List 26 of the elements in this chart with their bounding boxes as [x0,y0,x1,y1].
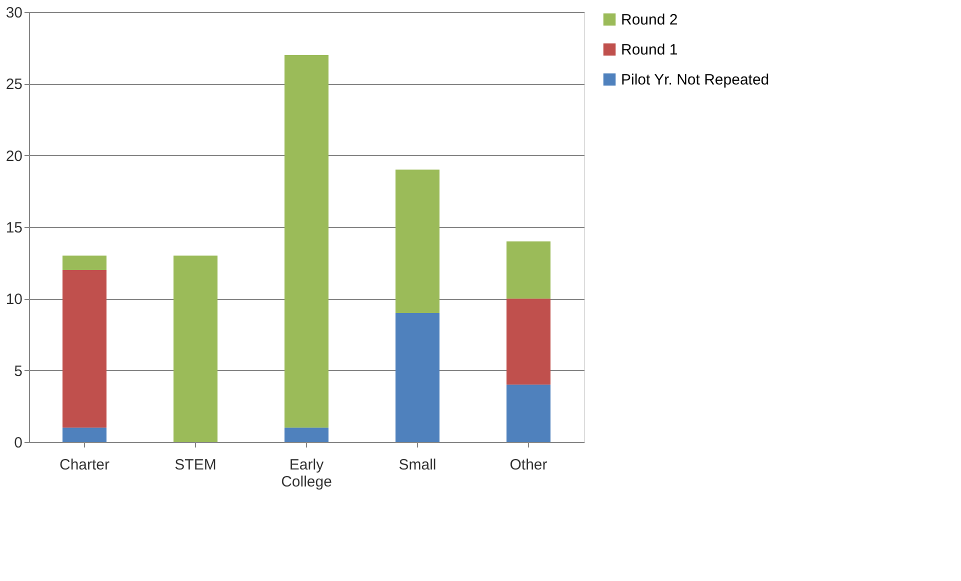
y-tick-label: 30 [6,4,22,22]
y-tick-label: 15 [6,220,22,236]
bar [396,170,440,313]
legend-label: Pilot Yr. Not Repeated [621,72,770,88]
bar [506,384,550,442]
bar [506,241,550,299]
y-tick-label: 10 [6,291,22,308]
bar [506,298,550,385]
y-tick-label: 0 [14,434,22,452]
bar [396,313,440,442]
legend-label: Round 1 [621,42,678,58]
bar [62,256,106,270]
bar [284,55,328,428]
bar [62,428,106,442]
x-tick-label: Charter [59,456,110,474]
bar [62,270,106,428]
y-tick-label: 25 [6,76,22,94]
x-tick-label: STEM [174,456,216,474]
y-tick-label: 20 [6,148,22,165]
x-tick-label: Other [510,456,548,474]
bar [284,428,328,442]
legend-label: Round 2 [621,12,678,28]
x-tick-label: Early College [281,456,332,490]
x-tick-label: Small [398,456,436,474]
y-tick-label: 5 [14,362,22,380]
bar [174,256,218,442]
